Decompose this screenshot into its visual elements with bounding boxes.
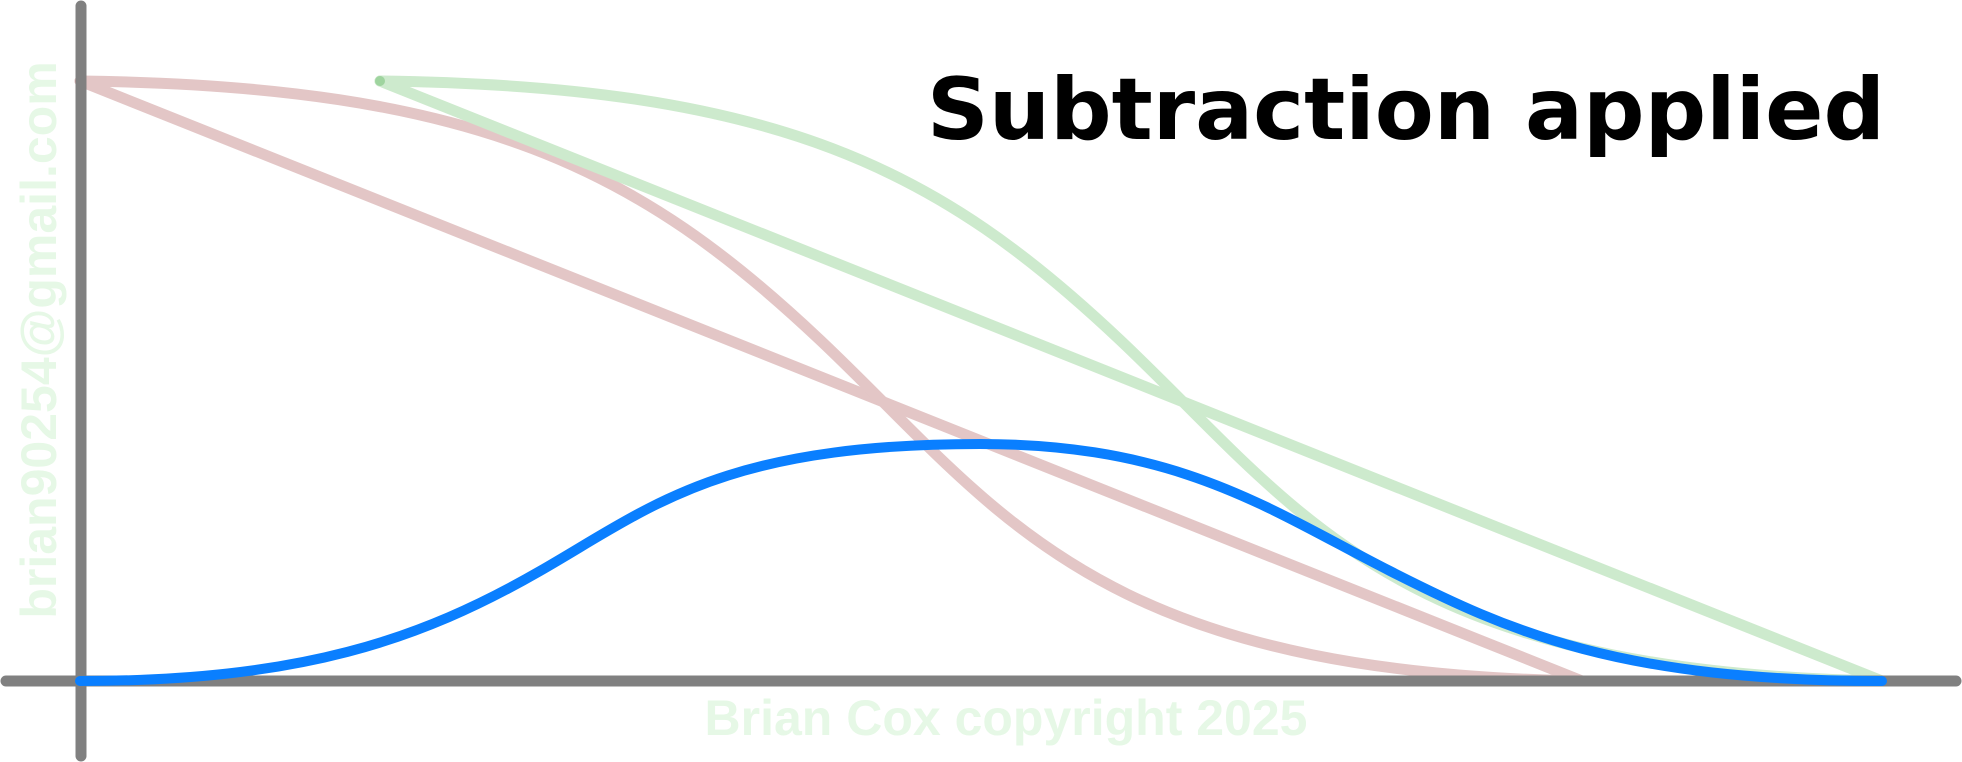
result-difference-curve	[75, 438, 1887, 686]
watermark-email: brian90254@gmail.com	[11, 61, 67, 618]
red-linear-ramp	[74, 75, 1588, 687]
red-smooth-curve	[74, 75, 1588, 687]
green-start-endpoint	[375, 76, 385, 86]
green-linear-ramp	[374, 75, 1888, 687]
watermark-copyright: Brian Cox copyright 2025	[705, 690, 1308, 746]
diagram-title: Subtraction applied	[927, 60, 1885, 160]
